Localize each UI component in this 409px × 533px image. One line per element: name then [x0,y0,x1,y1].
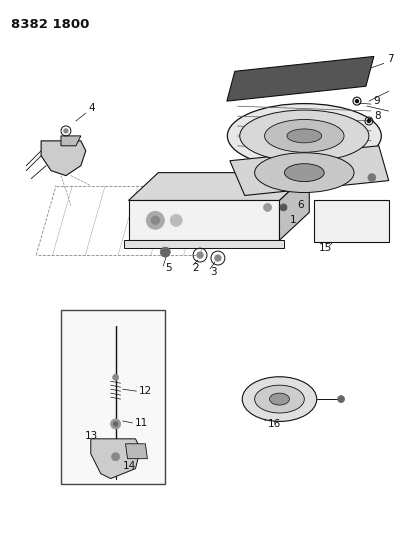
Polygon shape [229,146,388,196]
Circle shape [337,395,344,402]
Ellipse shape [286,129,321,143]
Polygon shape [128,200,279,240]
Polygon shape [90,439,140,479]
Ellipse shape [242,377,316,422]
Circle shape [111,318,119,326]
Ellipse shape [284,164,324,182]
Text: 2: 2 [192,263,198,273]
Circle shape [111,453,119,461]
Polygon shape [279,173,308,240]
Polygon shape [41,141,85,175]
Text: 3: 3 [209,267,216,277]
Ellipse shape [239,110,368,161]
Circle shape [170,214,182,227]
Text: 11: 11 [134,418,147,428]
Polygon shape [226,56,373,101]
Circle shape [263,204,271,212]
Text: 8382 1800: 8382 1800 [11,18,90,31]
Circle shape [214,255,220,261]
Text: 12: 12 [138,386,151,396]
Text: 1: 1 [289,215,295,225]
Circle shape [113,422,117,426]
Text: 16: 16 [267,419,280,429]
Circle shape [112,374,118,380]
Circle shape [367,174,375,182]
Ellipse shape [269,393,289,405]
Polygon shape [61,136,81,146]
Circle shape [160,247,170,257]
Ellipse shape [264,119,343,152]
Circle shape [110,419,120,429]
Circle shape [355,100,357,103]
Circle shape [366,119,369,123]
Text: 14: 14 [122,461,135,471]
Ellipse shape [254,385,303,413]
Text: 8: 8 [373,111,380,121]
Polygon shape [125,444,147,459]
Text: 6: 6 [297,200,303,211]
Circle shape [151,216,159,224]
Text: 5: 5 [165,263,171,273]
Text: 7: 7 [386,54,392,64]
Polygon shape [123,240,284,248]
Bar [61,310,165,483]
Text: 4: 4 [89,103,95,113]
Circle shape [279,204,286,211]
Ellipse shape [227,103,380,168]
Circle shape [146,212,164,229]
Text: 10: 10 [269,168,282,177]
Circle shape [197,252,202,258]
Text: 9: 9 [373,96,380,106]
Polygon shape [128,173,308,200]
Circle shape [64,129,68,133]
Text: 15: 15 [319,243,332,253]
Ellipse shape [254,153,353,192]
Text: 13: 13 [85,431,98,441]
Bar [313,200,388,242]
